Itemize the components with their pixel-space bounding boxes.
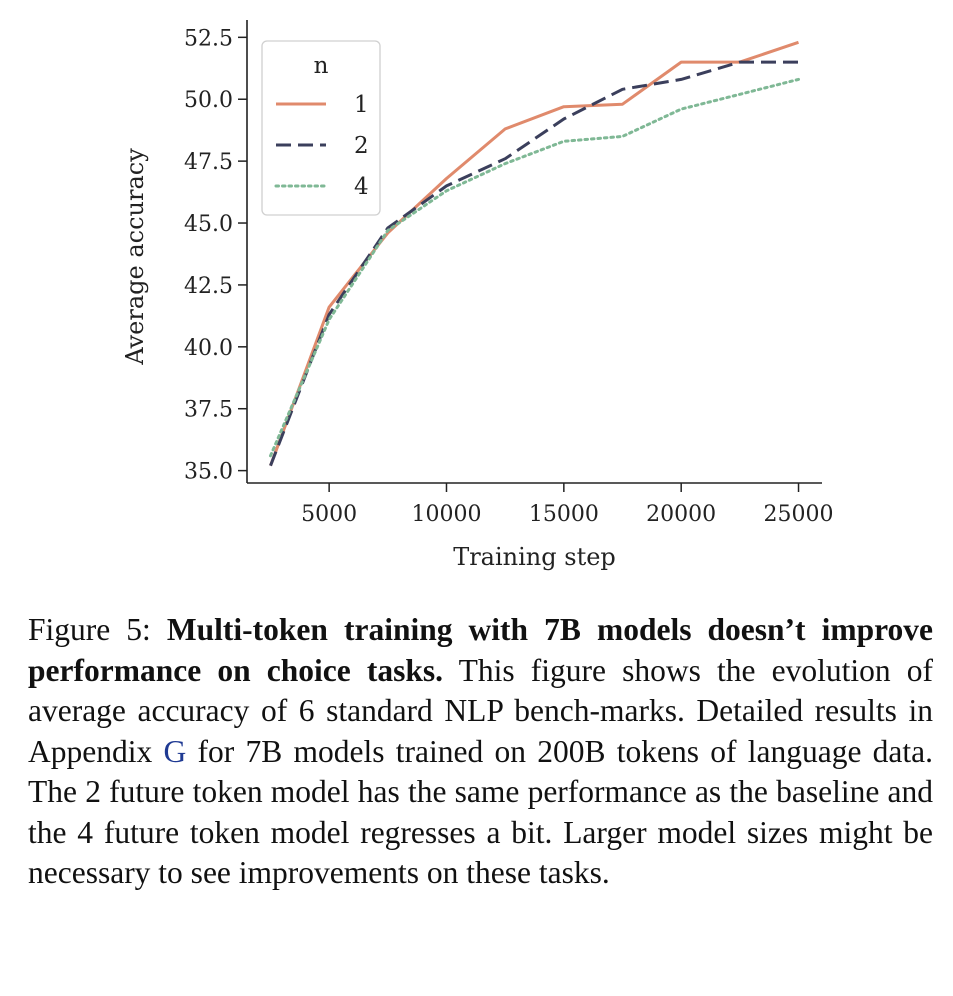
legend-label-n4: 4 bbox=[354, 174, 369, 200]
caption-text-before-ref: This figure shows the evolution of avera… bbox=[28, 652, 933, 769]
figure-label: Figure 5: bbox=[28, 612, 151, 647]
legend-title: n bbox=[314, 53, 329, 79]
chart-axes: 35.0 37.5 40.0 42.5 45.0 47.5 50.0 52.5 5000 1000… bbox=[184, 20, 834, 527]
series-line-n1 bbox=[269, 40, 799, 467]
y-tick-label: 35.0 bbox=[184, 460, 233, 485]
y-axis-label: Average accuracy bbox=[121, 148, 149, 366]
x-tick-label: 5000 bbox=[301, 502, 357, 527]
y-tick-label: 52.5 bbox=[184, 26, 233, 51]
x-tick-label: 25000 bbox=[764, 502, 834, 527]
series-line-n2 bbox=[269, 60, 799, 467]
y-tick-label: 42.5 bbox=[184, 274, 233, 299]
legend-label-n2: 2 bbox=[354, 133, 369, 159]
y-tick-label: 40.0 bbox=[184, 336, 233, 361]
appendix-link[interactable]: G bbox=[163, 733, 187, 769]
figure-caption: Figure 5: Multi-token training with 7B m… bbox=[28, 610, 933, 894]
chart-legend: n1 2 4 bbox=[261, 40, 381, 216]
x-axis-label: Training step bbox=[453, 543, 616, 571]
y-tick-label: 45.0 bbox=[184, 212, 233, 237]
y-tick-label: 47.5 bbox=[184, 150, 233, 175]
x-tick-label: 10000 bbox=[411, 502, 481, 527]
legend-frame bbox=[261, 40, 381, 216]
x-tick-label: 20000 bbox=[646, 502, 716, 527]
chart-lines bbox=[269, 40, 800, 467]
caption-title: Multi-token training with 7B models does… bbox=[28, 612, 934, 688]
caption-text-after-ref: for 7B models trained on 200B tokens of … bbox=[28, 733, 934, 891]
y-tick-label: 37.5 bbox=[184, 398, 233, 423]
legend-label-n1: 1 bbox=[354, 92, 369, 118]
series-line-n4 bbox=[269, 77, 800, 458]
y-tick-label: 50.0 bbox=[184, 88, 233, 113]
line-chart: 35.0 37.5 40.0 42.5 45.0 47.5 50.0 52.5 5000 1000… bbox=[121, 20, 834, 571]
x-tick-label: 15000 bbox=[529, 502, 599, 527]
